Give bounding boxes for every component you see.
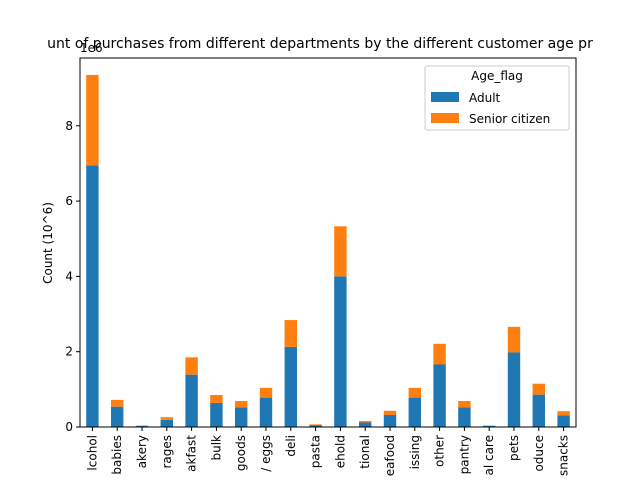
bar-segment-senior <box>334 226 347 277</box>
y-axis-offset-label: 1e6 <box>80 41 103 55</box>
y-axis-label: Count (10^6) <box>41 202 55 284</box>
legend-entry-label: Senior citizen <box>469 112 550 126</box>
legend-swatch <box>431 92 459 102</box>
bar-segment-senior <box>532 383 545 395</box>
legend-swatch <box>431 113 459 123</box>
bar-segment-adult <box>86 165 99 427</box>
x-tick-label: babies <box>110 435 124 475</box>
x-tick-label: rages <box>160 435 174 469</box>
bar-segment-adult <box>111 406 124 427</box>
axes-frame <box>79 57 577 428</box>
bar-segment-adult <box>557 415 570 427</box>
legend-entry-label: Adult <box>469 91 501 105</box>
x-tick-label: oduce <box>532 435 546 472</box>
bar-segment-adult <box>160 419 173 427</box>
bar-segment-senior <box>507 326 521 353</box>
y-tick-label: 4 <box>65 269 73 283</box>
bar-segment-senior <box>259 387 273 398</box>
x-tick-label: tional <box>358 435 372 469</box>
bar-segment-senior <box>235 401 248 408</box>
bar-segment-senior <box>557 411 570 416</box>
y-tick-label: 0 <box>65 420 73 434</box>
y-tick-label: 2 <box>65 345 73 359</box>
bar-segment-adult <box>458 407 471 427</box>
bar-segment-adult <box>383 414 397 427</box>
bar-segment-senior <box>86 74 99 166</box>
x-tick-label: pets <box>507 435 521 461</box>
x-tick-label: akfast <box>185 435 199 472</box>
bar-segment-senior <box>383 410 397 415</box>
x-tick-label: ehold <box>333 435 347 468</box>
bar-segment-adult <box>359 422 372 427</box>
x-tick-label: other <box>433 435 447 467</box>
legend: Age_flag Adult Senior citizen <box>424 65 570 131</box>
bar-segment-adult <box>235 407 248 427</box>
bar-segment-adult <box>483 425 496 427</box>
x-tick-label: bulk <box>209 435 223 461</box>
legend-title: Age_flag <box>471 69 523 83</box>
x-tick-label: issing <box>408 435 422 469</box>
x-tick-label: / eggs <box>259 435 273 472</box>
bar-segment-senior <box>160 417 173 420</box>
bar-segment-senior <box>359 420 372 423</box>
chart-title: unt of purchases from different departme… <box>47 36 593 52</box>
x-tick-label: goods <box>234 435 248 471</box>
bar-segment-senior <box>210 394 223 403</box>
y-tick-label: 6 <box>65 194 73 208</box>
bar-segment-senior <box>284 320 297 347</box>
bar-segment-adult <box>433 364 446 427</box>
x-tick-label: snacks <box>557 435 571 476</box>
bar-segment-senior <box>458 401 471 408</box>
bar-segment-senior <box>185 357 198 375</box>
bar-segment-senior <box>433 343 446 365</box>
plot-area: 0 2 4 6 8 lcohol babies akery rages akfast bulk goo… <box>65 57 577 476</box>
bar-segment-adult <box>532 394 545 427</box>
bar-segment-adult <box>408 397 421 427</box>
bar-segment-adult <box>135 425 149 427</box>
x-tick-label: al care <box>482 435 496 476</box>
y-tick-label: 8 <box>65 119 73 133</box>
bar-segment-adult <box>185 374 198 427</box>
bar-segment-adult <box>284 346 297 427</box>
bar-segment-senior <box>309 424 322 426</box>
x-tick-label: lcohol <box>85 435 99 471</box>
bar-segment-adult <box>334 276 347 427</box>
bar-segment-adult <box>259 397 273 427</box>
legend-frame <box>424 65 570 131</box>
x-tick-label: deli <box>284 435 298 457</box>
bar-segment-senior <box>111 399 124 407</box>
x-tick-label: pantry <box>457 435 471 474</box>
x-tick-label: akery <box>135 435 149 468</box>
bar-segment-adult <box>507 352 521 427</box>
bar-segment-senior <box>408 387 421 398</box>
x-tick-label: pasta <box>309 435 323 468</box>
bar-segment-adult <box>210 402 223 427</box>
bar-segment-adult <box>309 425 322 427</box>
x-tick-label: eafood <box>383 435 397 476</box>
